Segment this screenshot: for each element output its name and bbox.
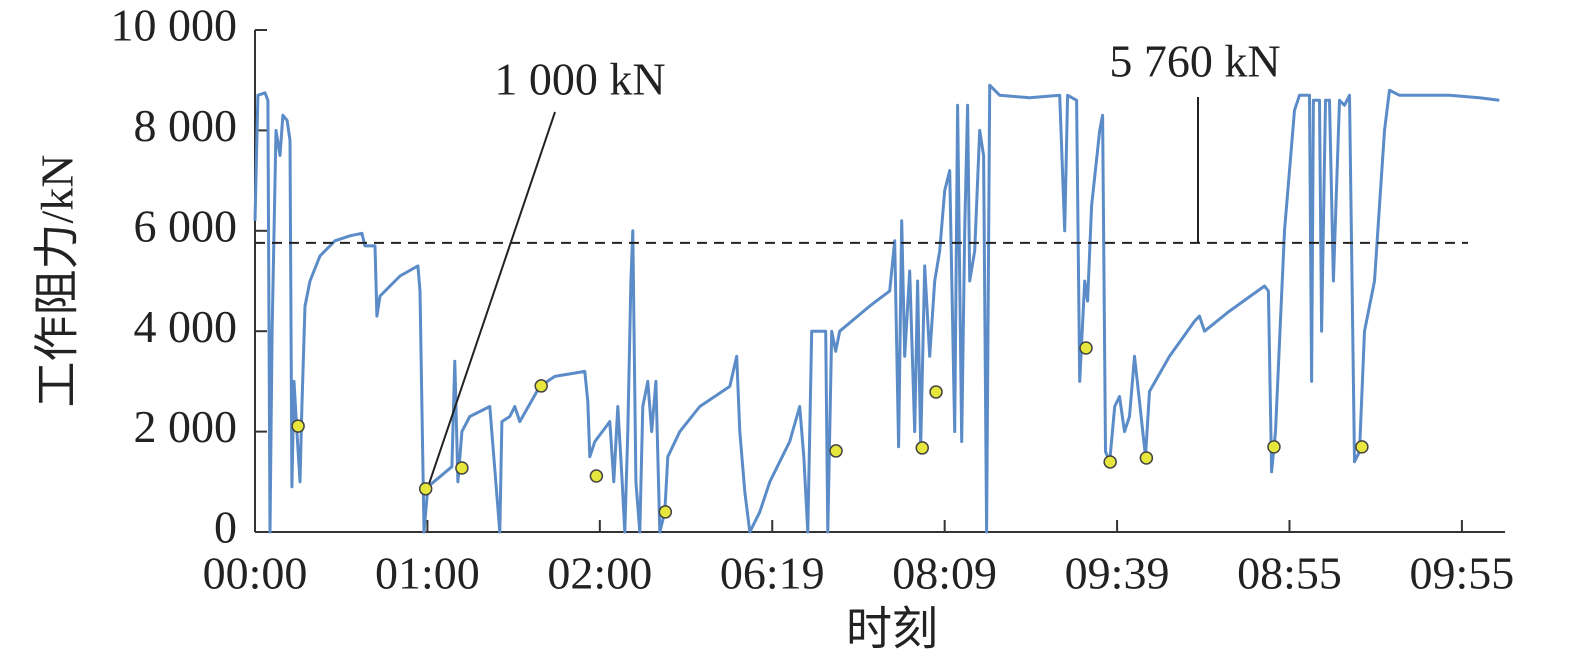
y-tick-label: 0 <box>214 502 237 553</box>
point <box>1139 451 1154 465</box>
x-tick-label: 08:55 <box>1237 548 1342 599</box>
x-tick-label: 09:55 <box>1410 548 1515 599</box>
y-tick-label: 4 000 <box>134 301 238 352</box>
x-tick-label: 06:19 <box>720 548 825 599</box>
point <box>915 441 929 455</box>
point <box>829 444 843 458</box>
y-tick-label: 2 000 <box>134 401 238 452</box>
y-tick-label: 8 000 <box>134 100 238 151</box>
x-axis-label: 时刻 <box>846 604 938 655</box>
point <box>291 419 305 433</box>
point <box>1267 440 1281 454</box>
annotation-leader <box>427 111 556 486</box>
x-tick-label: 09:39 <box>1065 548 1170 599</box>
y-axis-label: 工作阻力/kN <box>32 155 83 408</box>
point <box>455 461 469 475</box>
point <box>658 505 673 519</box>
x-tick-label: 02:00 <box>547 548 652 599</box>
point <box>418 482 433 496</box>
point <box>1079 341 1093 355</box>
data-line <box>253 83 1500 534</box>
x-tick-label: 00:00 <box>203 548 308 599</box>
annotation: 1 000 kN <box>494 54 665 105</box>
y-tick-label: 10 000 <box>111 0 238 51</box>
reference-label: 5 760 kN <box>1109 36 1280 87</box>
point <box>1355 440 1369 454</box>
point <box>589 469 604 483</box>
point <box>534 379 548 393</box>
x-tick-label: 08:09 <box>892 548 997 599</box>
point <box>1103 455 1117 469</box>
y-tick-label: 6 000 <box>134 200 238 251</box>
x-tick-label: 01:00 <box>375 548 480 599</box>
point <box>929 385 943 399</box>
